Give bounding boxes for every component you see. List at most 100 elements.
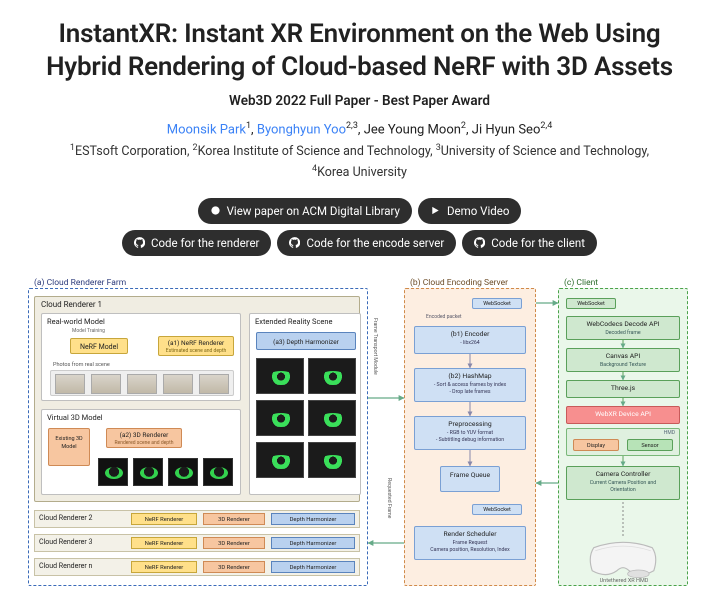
view-paper-button[interactable]: View paper on ACM Digital Library bbox=[198, 198, 412, 224]
encoded-packet-label: Encoded packet bbox=[426, 314, 462, 320]
virtual-3d-model: Virtual 3D Model Existing 3D Model (a2) … bbox=[41, 409, 241, 495]
sensor-chip: Sensor bbox=[627, 439, 673, 451]
col-c-label: (c) Client bbox=[564, 278, 598, 288]
hmd-row: HMD Display Sensor bbox=[566, 428, 680, 456]
real-title: Real-world Model bbox=[47, 317, 105, 326]
mini-depth: Depth Harmonizer bbox=[271, 537, 355, 549]
render-thumb bbox=[168, 458, 198, 486]
render-thumb bbox=[203, 458, 233, 486]
button-label: Demo Video bbox=[447, 204, 509, 218]
button-label: Code for the renderer bbox=[151, 236, 259, 250]
button-label: View paper on ACM Digital Library bbox=[227, 204, 400, 218]
frame-queue-title: Frame Queue bbox=[441, 467, 499, 480]
canvas-sub: Background Texture bbox=[567, 362, 679, 369]
virtual-title: Virtual 3D Model bbox=[47, 413, 103, 422]
hashmap-l1: - Sort & access frames by index bbox=[415, 382, 525, 389]
author-link[interactable]: Moonsik Park bbox=[167, 122, 246, 137]
github-icon bbox=[474, 237, 485, 248]
author-name: Jee Young Moon bbox=[364, 122, 461, 137]
real-world-model: Real-world Model Model Training NeRF Mod… bbox=[41, 313, 241, 401]
hashmap-box: (b2) HashMap - Sort & access frames by i… bbox=[414, 368, 526, 402]
nerf-renderer-box: (a1) NeRF Renderer Estimated scene and d… bbox=[158, 336, 234, 356]
photo-thumb bbox=[55, 374, 85, 394]
ext-title: Extended Reality Scene bbox=[255, 317, 333, 326]
mini-depth: Depth Harmonizer bbox=[271, 513, 355, 525]
photo-thumb bbox=[199, 374, 229, 394]
author-sup: 1 bbox=[246, 121, 251, 131]
cr-row-label: Cloud Renderer n bbox=[39, 562, 92, 570]
existing-3d-model: Existing 3D Model bbox=[48, 428, 90, 466]
threejs-box: Three.js bbox=[566, 380, 680, 398]
venue-line: Web3D 2022 Full Paper - Best Paper Award bbox=[28, 93, 691, 109]
play-icon bbox=[430, 205, 441, 216]
headset-icon bbox=[584, 540, 662, 580]
author-name: Moonsik Park bbox=[167, 122, 246, 137]
encoder-box: (b1) Encoder - libx264 bbox=[414, 326, 526, 354]
photo-thumb bbox=[163, 374, 193, 394]
display-chip: Display bbox=[573, 439, 619, 451]
mini-3d: 3D Renderer bbox=[203, 537, 265, 549]
cr1-title: Cloud Renderer 1 bbox=[41, 300, 102, 309]
pre-l1: - RGB to YUV format bbox=[415, 430, 525, 437]
pre-title: Preprocessing bbox=[415, 417, 525, 430]
extended-reality-scene: Extended Reality Scene (a3) Depth Harmon… bbox=[249, 313, 361, 495]
github-icon bbox=[289, 237, 300, 248]
xr-thumb bbox=[256, 442, 304, 478]
xr-thumb bbox=[308, 442, 356, 478]
webxr-title: WebXR Device API bbox=[567, 407, 679, 420]
document-icon bbox=[210, 205, 221, 216]
encoder-title: (b1) Encoder bbox=[415, 327, 525, 340]
nerf-renderer-sub: Estimated scene and depth bbox=[159, 348, 233, 354]
photo-thumb bbox=[91, 374, 121, 394]
client-websocket-box: WebSocket bbox=[566, 298, 616, 309]
rs-l1: Frame Request bbox=[415, 540, 525, 547]
encoder-sub: - libx264 bbox=[415, 340, 525, 347]
author-name: Ji Hyun Seo bbox=[472, 122, 541, 137]
preprocessing-box: Preprocessing - RGB to YUV format - Subt… bbox=[414, 416, 526, 450]
canvas-title: Canvas API bbox=[567, 349, 679, 362]
mini-depth: Depth Harmonizer bbox=[271, 561, 355, 573]
affil: ESTsoft Corporation, bbox=[75, 144, 189, 159]
render-scheduler-box: Render Scheduler Frame Request Camera po… bbox=[414, 526, 526, 560]
col-a-label: (a) Cloud Renderer Farm bbox=[34, 278, 126, 288]
cam-title: Camera Controller bbox=[567, 467, 679, 480]
button-label: Code for the encode server bbox=[306, 236, 444, 250]
demo-video-button[interactable]: Demo Video bbox=[418, 198, 521, 224]
affil: Korea University bbox=[317, 166, 407, 181]
3d-renderer-title: (a2) 3D Renderer bbox=[107, 429, 181, 440]
xr-thumb bbox=[308, 400, 356, 436]
cloud-renderer-row-3: Cloud Renderer 3 NeRF Renderer 3D Render… bbox=[34, 534, 360, 552]
author-link[interactable]: Byonghyun Yoo bbox=[257, 122, 346, 137]
xr-thumb bbox=[308, 358, 356, 394]
affil: Korea Institute of Science and Technolog… bbox=[198, 144, 433, 159]
hashmap-title: (b2) HashMap bbox=[415, 369, 525, 382]
three-title: Three.js bbox=[567, 381, 679, 394]
code-renderer-button[interactable]: Code for the renderer bbox=[122, 230, 271, 256]
model-training-label: Model Training bbox=[72, 328, 105, 334]
xr-thumb bbox=[256, 400, 304, 436]
frame-transport-label: Frame Transport Module bbox=[372, 318, 378, 438]
photos-label: Photos from real scene bbox=[53, 362, 110, 368]
code-encode-button[interactable]: Code for the encode server bbox=[277, 230, 456, 256]
photos-strip: Photos from real scene bbox=[50, 370, 234, 396]
author-sup: 2,4 bbox=[540, 121, 552, 131]
cam-l1: Current Camera Position and bbox=[567, 480, 679, 487]
rs-title: Render Scheduler bbox=[415, 527, 525, 540]
xr-thumb bbox=[256, 358, 304, 394]
col-b-label: (b) Cloud Encoding Server bbox=[410, 278, 508, 288]
author-sup: 2 bbox=[461, 121, 466, 131]
render-thumb bbox=[133, 458, 163, 486]
3d-renderer-sub: Rendered scene and depth bbox=[107, 440, 181, 446]
hashmap-l2: - Drop late frames bbox=[415, 389, 525, 396]
code-client-button[interactable]: Code for the client bbox=[462, 230, 597, 256]
nerf-model-box: NeRF Model bbox=[70, 338, 128, 354]
author-sup: 2,3 bbox=[346, 121, 358, 131]
cr-row-label: Cloud Renderer 3 bbox=[39, 538, 92, 546]
requested-frame-label: Requested Frame bbox=[386, 478, 392, 558]
webcodecs-title: WebCodecs Decode API bbox=[567, 317, 679, 330]
affiliations: 1ESTsoft Corporation, 2Korea Institute o… bbox=[28, 141, 691, 183]
websocket-box-2: WebSocket bbox=[472, 504, 522, 515]
affil: University of Science and Technology, bbox=[441, 144, 649, 159]
hmd-label: HMD bbox=[664, 430, 675, 436]
donut-previews bbox=[98, 456, 238, 490]
